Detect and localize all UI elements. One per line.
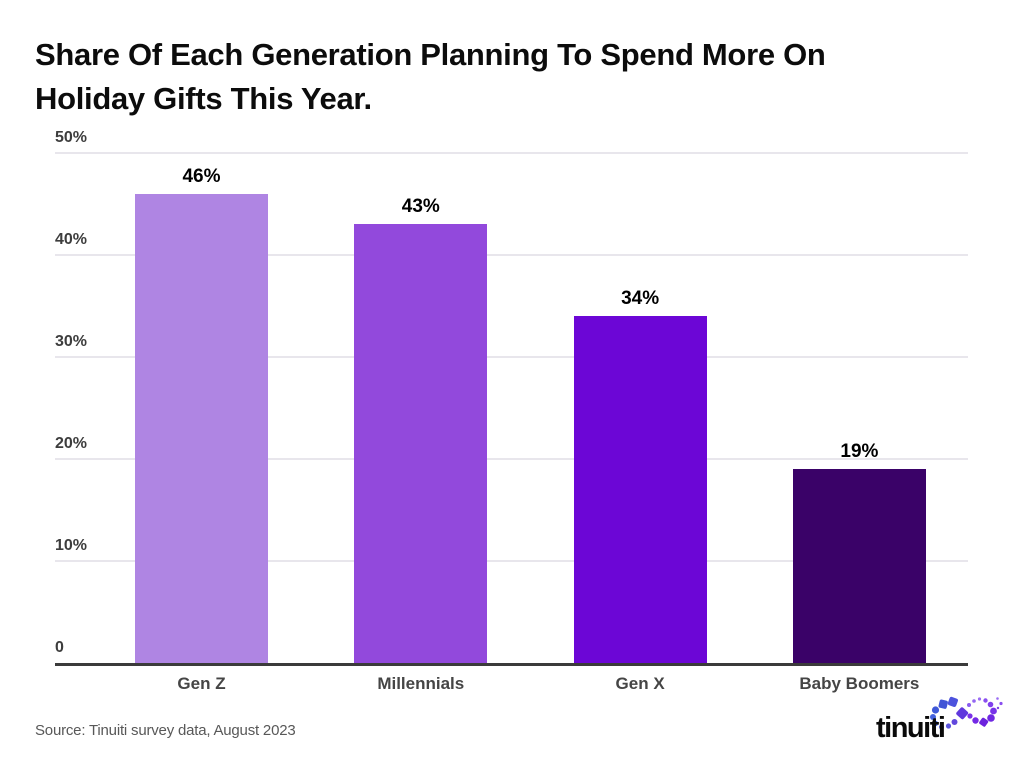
gridline [55, 458, 968, 460]
chart-title-line2: Holiday Gifts This Year. [35, 81, 372, 116]
tinuiti-logo: tinuiti [876, 694, 1016, 752]
source-note: Source: Tinuiti survey data, August 2023 [35, 722, 296, 739]
y-tick-label: 20% [55, 435, 88, 452]
gridline [55, 152, 968, 154]
y-tick-label: 40% [55, 231, 88, 248]
chart-title: Share Of Each Generation Planning To Spe… [35, 33, 985, 121]
gridline [55, 560, 968, 562]
tinuiti-logo-text: tinuiti [876, 712, 946, 744]
y-tick-label: 30% [55, 333, 88, 350]
x-axis-line [55, 663, 968, 666]
x-category-label: Gen X [615, 674, 665, 693]
bar-value-label: 19% [840, 441, 879, 463]
bar-value-label: 34% [621, 288, 660, 310]
bar-value-label: 46% [182, 165, 221, 187]
bar-gen-z [135, 193, 268, 663]
infinity-dots-icon [930, 696, 1003, 730]
y-tick-label: 50% [55, 129, 88, 146]
y-tick-label: 0 [55, 639, 64, 656]
y-tick-label: 10% [55, 537, 88, 554]
x-category-label: Baby Boomers [799, 674, 920, 693]
bar-baby-boomers [792, 469, 926, 663]
gridline [55, 254, 968, 256]
gridline [55, 356, 968, 358]
x-category-label: Gen Z [177, 674, 226, 693]
x-category-label: Millennials [377, 674, 465, 693]
bar-gen-x [573, 316, 707, 663]
bar-value-label: 43% [401, 196, 440, 218]
bar-millennials [354, 224, 488, 663]
chart-plot: 0 10% 20% 30% 40% 50% 46% Gen Z 43% Millennials 34… [55, 129, 968, 693]
chart-title-line1: Share Of Each Generation Planning To Spe… [35, 37, 826, 72]
